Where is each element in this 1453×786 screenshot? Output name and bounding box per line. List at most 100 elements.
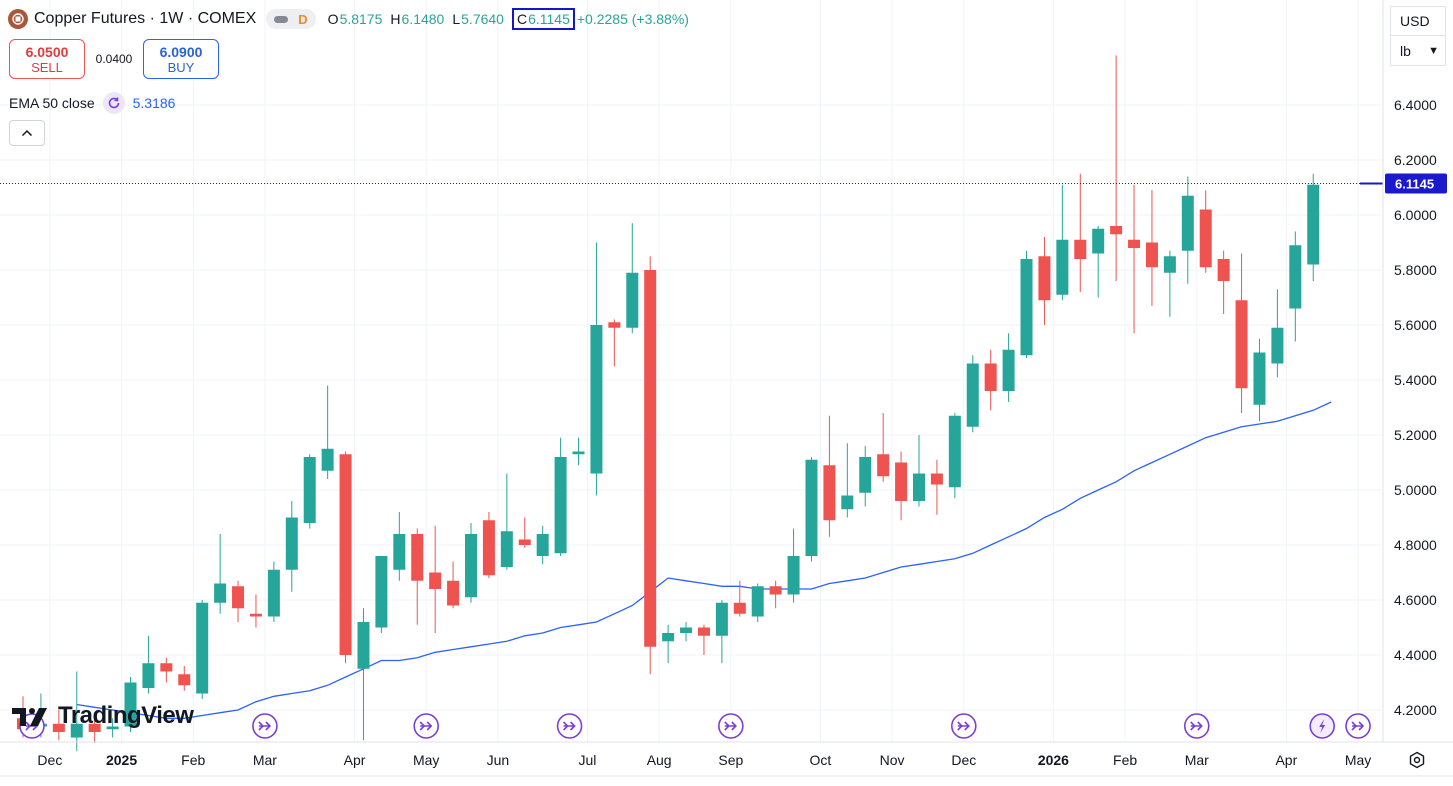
candle-body	[1289, 245, 1302, 309]
buy-button[interactable]: 6.0900 BUY	[143, 39, 219, 79]
candle-body	[536, 534, 549, 556]
marker-glyph	[1352, 721, 1365, 731]
arrow-circle-icon[interactable]	[556, 713, 583, 739]
candle	[321, 385, 334, 479]
candle-body	[249, 613, 262, 617]
marker-glyph-tail	[724, 721, 730, 731]
tradingview-logo-icon	[12, 708, 47, 726]
refresh-icon[interactable]	[102, 92, 125, 114]
candle	[70, 671, 83, 752]
arrow-circle-icon[interactable]	[252, 713, 278, 739]
candle	[1163, 250, 1176, 317]
symbol-title[interactable]: Copper Futures · 1W · COMEX	[34, 10, 257, 27]
last-price-label: 6.1145	[1385, 173, 1447, 194]
price-axis-label: 5.2000	[1394, 427, 1437, 443]
candle-body	[429, 572, 442, 589]
candle-body	[769, 586, 782, 595]
price-axis-label: 5.4000	[1394, 372, 1437, 388]
sell-button[interactable]: 6.0500 SELL	[9, 39, 85, 79]
candle-body	[518, 539, 531, 545]
candle	[411, 528, 424, 625]
candle	[285, 501, 298, 592]
candle	[823, 415, 836, 537]
candle	[930, 459, 943, 515]
time-axis-label: Jun	[487, 752, 510, 768]
candle-body	[948, 415, 961, 488]
candle	[249, 594, 262, 628]
arrow-circle-icon[interactable]	[1345, 713, 1371, 739]
candle-body	[465, 534, 477, 598]
price-axis-label: 6.0000	[1394, 207, 1437, 223]
eye-icon	[274, 15, 289, 23]
candle-body	[106, 726, 119, 730]
tradingview-logo[interactable]: TradingView	[12, 702, 194, 730]
candle	[1235, 253, 1248, 413]
price-axis-label: 4.8000	[1394, 537, 1437, 553]
candle	[124, 677, 137, 732]
marker-glyph	[258, 721, 272, 731]
candle	[482, 512, 495, 578]
arrow-circle-icon[interactable]	[950, 713, 977, 739]
candle-body	[375, 556, 388, 628]
candle	[232, 580, 245, 622]
candle	[267, 561, 280, 622]
chart-grid	[0, 0, 1383, 742]
time-axis-label: Jul	[579, 752, 597, 768]
settings-icon[interactable]	[1406, 749, 1428, 771]
candle-body	[1199, 209, 1212, 268]
candle-body	[1002, 349, 1015, 391]
lightning-icon[interactable]	[1309, 713, 1335, 739]
candle-body	[787, 556, 800, 595]
candle-body	[751, 586, 764, 617]
marker-glyph	[957, 721, 970, 731]
candle	[751, 583, 764, 622]
candle	[913, 435, 925, 507]
marker-glyph-tail	[25, 721, 32, 731]
candle-body	[70, 723, 83, 738]
arrow-circle-icon[interactable]	[718, 713, 744, 739]
candle	[1217, 250, 1230, 314]
layers-icon[interactable]	[8, 9, 28, 29]
indicator-name[interactable]: EMA 50 close	[9, 95, 95, 111]
candle	[303, 454, 316, 529]
candle-body	[697, 627, 710, 636]
candle-body	[841, 495, 854, 510]
price-axis-label: 6.4000	[1394, 97, 1437, 113]
arrow-circle-icon[interactable]	[1183, 713, 1210, 739]
ohlc-values: O 5.8175 H 6.1480 L 5.7640 C 6.1145 +0.2285 …	[328, 8, 697, 30]
candle	[1181, 176, 1194, 284]
price-axis-label: 5.6000	[1394, 317, 1437, 333]
candle-body	[966, 363, 979, 427]
candle	[680, 622, 693, 642]
candle-body	[733, 602, 746, 614]
currency-select[interactable]: USD	[1390, 6, 1446, 36]
candle-body	[930, 473, 943, 485]
candle-body	[644, 270, 657, 647]
candle	[465, 523, 477, 603]
candle-body	[52, 723, 65, 732]
logo-text: TradingView	[58, 702, 194, 729]
candle	[1110, 55, 1123, 281]
candle	[1056, 184, 1069, 301]
candle	[375, 556, 388, 633]
unit-select[interactable]: lb ▼	[1390, 36, 1446, 66]
collapse-legend-button[interactable]	[9, 120, 45, 146]
candle-body	[680, 627, 693, 633]
candle	[1020, 250, 1033, 358]
marker-glyph-tail	[1351, 721, 1358, 731]
candle	[662, 624, 675, 664]
candle	[859, 446, 872, 507]
time-axis-label: Nov	[880, 752, 905, 768]
candle	[1253, 338, 1266, 422]
visibility-toggle[interactable]: D	[266, 9, 316, 29]
sell-label: SELL	[31, 60, 63, 75]
arrow-circle-icon[interactable]	[413, 713, 440, 739]
time-axis: Dec 2025 Feb Mar Apr May Jun Jul Aug Sep Oct Nov Dec…	[37, 752, 1371, 768]
candle	[52, 710, 65, 741]
price-axis-label: 4.4000	[1394, 647, 1437, 663]
candle-body	[447, 580, 460, 606]
candle	[214, 534, 227, 614]
price-axis-label: 5.0000	[1394, 482, 1437, 498]
candle-body	[1110, 226, 1123, 235]
